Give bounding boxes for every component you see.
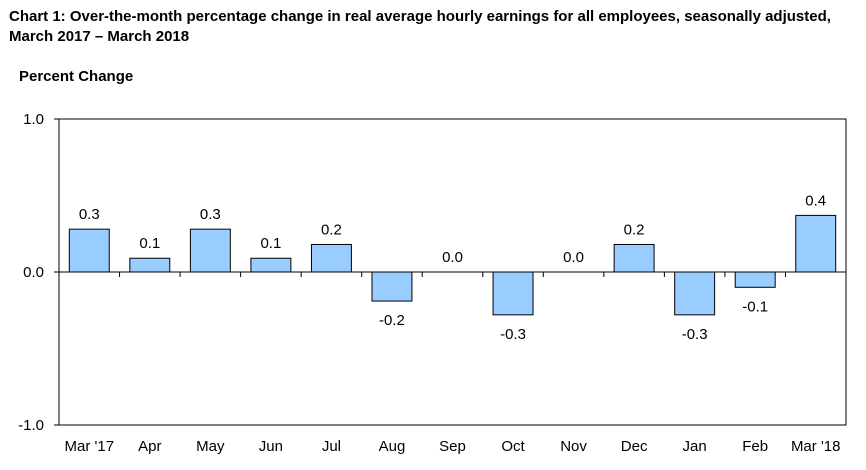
- data-label: 0.0: [563, 249, 584, 266]
- y-tick-label: -1.0: [18, 417, 44, 434]
- x-axis-labels: Mar '17 Apr May Jun Jul Aug Sep Oct Nov Dec Jan Feb…: [64, 438, 840, 455]
- bar: [371, 271, 413, 302]
- y-axis-ticks: 1.0 0.0 -1.0: [18, 111, 59, 434]
- x-tick-label: Dec: [621, 438, 648, 455]
- bar: [68, 228, 110, 273]
- data-label: -0.3: [500, 326, 526, 343]
- bar: [189, 228, 231, 273]
- data-label: -0.3: [682, 326, 708, 343]
- x-axis-ticks: [119, 272, 786, 277]
- bar: [613, 243, 655, 273]
- x-tick-label: Nov: [560, 438, 587, 455]
- x-tick-label: Oct: [501, 438, 525, 455]
- data-label: 0.2: [624, 221, 645, 238]
- data-label: -0.2: [379, 312, 405, 329]
- x-tick-label: Mar '18: [791, 438, 841, 455]
- x-tick-label: Jul: [322, 438, 341, 455]
- data-label: 0.3: [79, 206, 100, 223]
- y-tick-label: 0.0: [23, 264, 44, 281]
- data-label: 0.1: [139, 235, 160, 252]
- bar: [250, 257, 292, 273]
- x-tick-label: Jan: [683, 438, 707, 455]
- bar: [129, 257, 171, 273]
- x-tick-label: Apr: [138, 438, 161, 455]
- chart-title: Chart 1: Over-the-month percentage chang…: [9, 8, 831, 45]
- x-tick-label: Jun: [259, 438, 283, 455]
- bar: [734, 271, 776, 288]
- x-tick-label: Sep: [439, 438, 466, 455]
- bar: [492, 271, 534, 316]
- x-tick-label: Feb: [742, 438, 768, 455]
- data-labels: 0.3 0.1 0.3 0.1 0.2 -0.2 0.0 -0.3 0.0 0.2 -0.3 -0.1…: [79, 192, 826, 342]
- bar: [674, 271, 716, 316]
- x-tick-label: May: [196, 438, 225, 455]
- bar: [795, 214, 837, 273]
- data-label: 0.3: [200, 206, 221, 223]
- y-axis-label: Percent Change: [19, 68, 134, 85]
- x-tick-label: Mar '17: [64, 438, 114, 455]
- data-label: 0.2: [321, 221, 342, 238]
- bar: [310, 243, 352, 273]
- x-tick-label: Aug: [379, 438, 406, 455]
- data-label: 0.0: [442, 249, 463, 266]
- y-tick-label: 1.0: [23, 111, 44, 128]
- data-label: 0.1: [260, 235, 281, 252]
- data-label: -0.1: [742, 298, 768, 315]
- data-label: 0.4: [805, 192, 826, 209]
